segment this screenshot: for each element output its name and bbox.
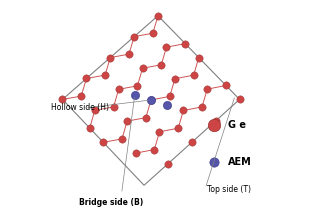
Point bbox=[108, 56, 113, 59]
Point bbox=[133, 151, 138, 155]
Point bbox=[79, 94, 84, 98]
Point bbox=[143, 116, 149, 119]
Point bbox=[131, 35, 137, 38]
Point bbox=[60, 98, 65, 101]
Point bbox=[159, 63, 164, 67]
Text: Top side (T): Top side (T) bbox=[207, 185, 251, 194]
Point bbox=[150, 32, 155, 35]
Point bbox=[140, 67, 145, 70]
Point bbox=[116, 87, 121, 91]
Point bbox=[165, 162, 170, 165]
Point bbox=[101, 141, 106, 144]
Point bbox=[149, 98, 154, 102]
Point bbox=[172, 77, 177, 81]
Point bbox=[84, 77, 89, 80]
Point bbox=[205, 87, 210, 91]
Point bbox=[167, 95, 172, 98]
Point bbox=[213, 119, 218, 123]
Point bbox=[149, 98, 154, 102]
Text: Bridge side (B): Bridge side (B) bbox=[79, 198, 143, 207]
Point bbox=[157, 130, 162, 133]
Point bbox=[125, 119, 130, 123]
Point bbox=[237, 98, 242, 101]
Point bbox=[165, 103, 170, 107]
Text: AEM: AEM bbox=[228, 157, 252, 167]
Point bbox=[119, 137, 125, 141]
Text: Hollow side (H): Hollow side (H) bbox=[51, 103, 109, 113]
Point bbox=[211, 160, 216, 163]
Point bbox=[111, 105, 116, 109]
Point bbox=[87, 126, 92, 130]
Point bbox=[181, 109, 186, 112]
Point bbox=[103, 73, 108, 77]
Point bbox=[211, 123, 216, 127]
Point bbox=[92, 109, 97, 112]
Point bbox=[196, 56, 201, 59]
Point bbox=[183, 42, 188, 45]
Point bbox=[135, 84, 140, 87]
Point bbox=[152, 148, 157, 151]
Point bbox=[191, 73, 196, 77]
Point bbox=[223, 84, 228, 87]
Point bbox=[126, 52, 131, 56]
Point bbox=[200, 105, 205, 109]
Point bbox=[155, 14, 161, 17]
Point bbox=[164, 45, 169, 49]
Text: G e: G e bbox=[228, 120, 246, 130]
Point bbox=[176, 127, 181, 130]
Point bbox=[189, 141, 194, 144]
Point bbox=[132, 93, 137, 96]
